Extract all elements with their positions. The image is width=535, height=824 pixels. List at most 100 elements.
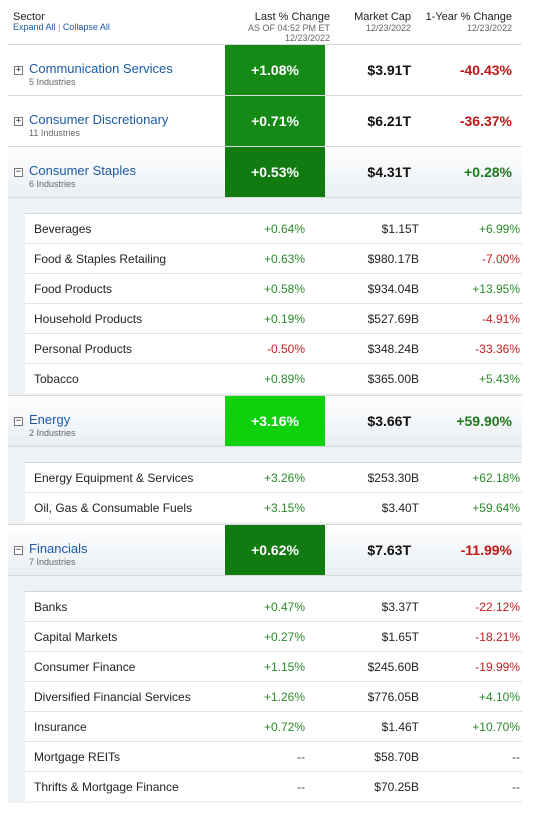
industry-count: 6 Industries (29, 179, 76, 189)
industry-year-change: -22.12% (475, 600, 520, 614)
industry-last-change: -- (297, 750, 305, 764)
industry-name: Banks (34, 600, 68, 614)
industry-name: Thrifts & Mortgage Finance (34, 780, 179, 794)
industry-name: Food & Staples Retailing (34, 252, 167, 266)
sector-name-link[interactable]: Consumer Discretionary (29, 112, 169, 127)
sector-market-cap: $3.66T (367, 413, 411, 429)
industry-row: Capital Markets +0.27% $1.65T -18.21% (25, 621, 522, 651)
industry-market-cap: $58.70B (374, 750, 419, 764)
industry-year-change: -7.00% (481, 252, 520, 266)
industry-market-cap: $70.25B (374, 780, 419, 794)
sector-year-change: -40.43% (459, 62, 512, 78)
industry-name: Insurance (34, 720, 87, 734)
industry-year-change: -4.91% (481, 312, 520, 326)
industry-last-change: +0.58% (263, 282, 305, 296)
industry-row: Food Products +0.58% $934.04B +13.95% (25, 273, 522, 303)
sector-year-change: +0.28% (464, 164, 512, 180)
collapse-toggle-icon[interactable]: − (14, 167, 23, 177)
sector-year-change: -36.37% (459, 113, 512, 129)
industry-market-cap: $253.30B (367, 471, 419, 485)
sector-performance-table: Sector Expand All | Collapse All Last % … (8, 8, 522, 803)
sector-last-change: +0.71% (225, 96, 325, 146)
industry-year-change: +6.99% (478, 222, 520, 236)
sector-last-change: +0.53% (225, 147, 325, 197)
industry-row: Banks +0.47% $3.37T -22.12% (25, 591, 522, 621)
industry-year-change: +62.18% (472, 471, 520, 485)
industry-row: Thrifts & Mortgage Finance -- $70.25B -- (25, 771, 522, 801)
sector-market-cap: $7.63T (367, 542, 411, 558)
industry-last-change: +1.26% (263, 690, 305, 704)
industry-name: Consumer Finance (34, 660, 136, 674)
sector-market-cap: $4.31T (367, 164, 411, 180)
industry-name: Household Products (34, 312, 143, 326)
sector-row[interactable]: + Consumer Discretionary 11 Industries +0.7… (8, 95, 522, 146)
collapse-toggle-icon[interactable]: − (14, 545, 23, 555)
sector-name-link[interactable]: Energy (29, 412, 71, 427)
industry-year-change: +59.64% (472, 501, 520, 515)
industry-last-change: +3.15% (263, 501, 305, 515)
industry-count: 5 Industries (29, 77, 76, 87)
industry-name: Capital Markets (34, 630, 118, 644)
sector-name-link[interactable]: Financials (29, 541, 88, 556)
industry-year-change: +4.10% (478, 690, 520, 704)
sector-row[interactable]: + Communication Services 5 Industries +1.08… (8, 44, 522, 95)
industry-count: 11 Industries (29, 128, 80, 138)
industry-market-cap: $1.65T (381, 630, 419, 644)
market-cap-date: 12/23/2022 (365, 23, 411, 33)
industry-name: Oil, Gas & Consumable Fuels (34, 501, 193, 515)
collapse-all-link[interactable]: Collapse All (62, 22, 110, 32)
sector-last-change: +1.08% (225, 45, 325, 95)
industry-market-cap: $1.15T (381, 222, 419, 236)
industry-last-change: -0.50% (266, 342, 305, 356)
sector-row[interactable]: − Consumer Staples 6 Industries +0.53% $4.31… (8, 146, 522, 197)
industry-count: 7 Industries (29, 557, 76, 567)
industry-name: Mortgage REITs (34, 750, 121, 764)
industry-year-change: -19.99% (475, 660, 520, 674)
market-cap-column-header: Market Cap 12/23/2022 (354, 11, 411, 33)
industry-list: Beverages +0.64% $1.15T +6.99% Food & Staple… (8, 197, 522, 395)
industry-market-cap: $527.69B (367, 312, 419, 326)
industry-market-cap: $245.60B (367, 660, 419, 674)
link-separator: | (58, 22, 61, 32)
sector-row[interactable]: − Financials 7 Industries +0.62% $7.63T -11.9… (8, 524, 522, 575)
collapse-toggle-icon[interactable]: − (14, 416, 23, 426)
industry-name: Personal Products (34, 342, 133, 356)
industry-row: Personal Products -0.50% $348.24B -33.36% (25, 333, 522, 363)
industry-row: Oil, Gas & Consumable Fuels +3.15% $3.40T +… (25, 492, 522, 522)
sector-name-link[interactable]: Communication Services (29, 61, 173, 76)
expand-toggle-icon[interactable]: + (14, 116, 23, 126)
industry-year-change: -18.21% (475, 630, 520, 644)
industry-last-change: +0.47% (263, 600, 305, 614)
industry-last-change: +0.64% (263, 222, 305, 236)
industry-row: Tobacco +0.89% $365.00B +5.43% (25, 363, 522, 393)
last-change-date: 12/23/2022 (284, 33, 330, 43)
industry-row: Insurance +0.72% $1.46T +10.70% (25, 711, 522, 741)
sector-name-link[interactable]: Consumer Staples (29, 163, 136, 178)
sector-year-change: -11.99% (460, 542, 512, 558)
industry-year-change: +13.95% (472, 282, 520, 296)
industry-row: Beverages +0.64% $1.15T +6.99% (25, 213, 522, 243)
expand-all-link[interactable]: Expand All (13, 22, 56, 32)
industry-last-change: +0.19% (263, 312, 305, 326)
industry-year-change: +10.70% (472, 720, 520, 734)
sector-last-change: +3.16% (225, 396, 325, 446)
year-change-date: 12/23/2022 (466, 23, 512, 33)
last-change-title: Last % Change (254, 11, 330, 23)
industry-market-cap: $1.46T (381, 720, 419, 734)
industry-name: Energy Equipment & Services (34, 471, 194, 485)
year-change-title: 1-Year % Change (425, 11, 512, 23)
sector-list: + Communication Services 5 Industries +1.08… (8, 44, 522, 803)
industry-row: Food & Staples Retailing +0.63% $980.17B -7… (25, 243, 522, 273)
sector-market-cap: $3.91T (367, 62, 411, 78)
industry-last-change: +3.26% (263, 471, 305, 485)
industry-market-cap: $3.37T (381, 600, 419, 614)
table-header: Sector Expand All | Collapse All Last % … (8, 8, 522, 44)
industry-row: Consumer Finance +1.15% $245.60B -19.99% (25, 651, 522, 681)
last-change-column-header: Last % Change AS OF 04:52 PM ET 12/23/20… (248, 11, 330, 43)
industry-name: Tobacco (34, 372, 79, 386)
industry-name: Food Products (34, 282, 113, 296)
expand-toggle-icon[interactable]: + (14, 65, 23, 75)
sector-row[interactable]: − Energy 2 Industries +3.16% $3.66T +59.90% (8, 395, 522, 446)
industry-market-cap: $3.40T (381, 501, 419, 515)
industry-market-cap: $934.04B (367, 282, 419, 296)
